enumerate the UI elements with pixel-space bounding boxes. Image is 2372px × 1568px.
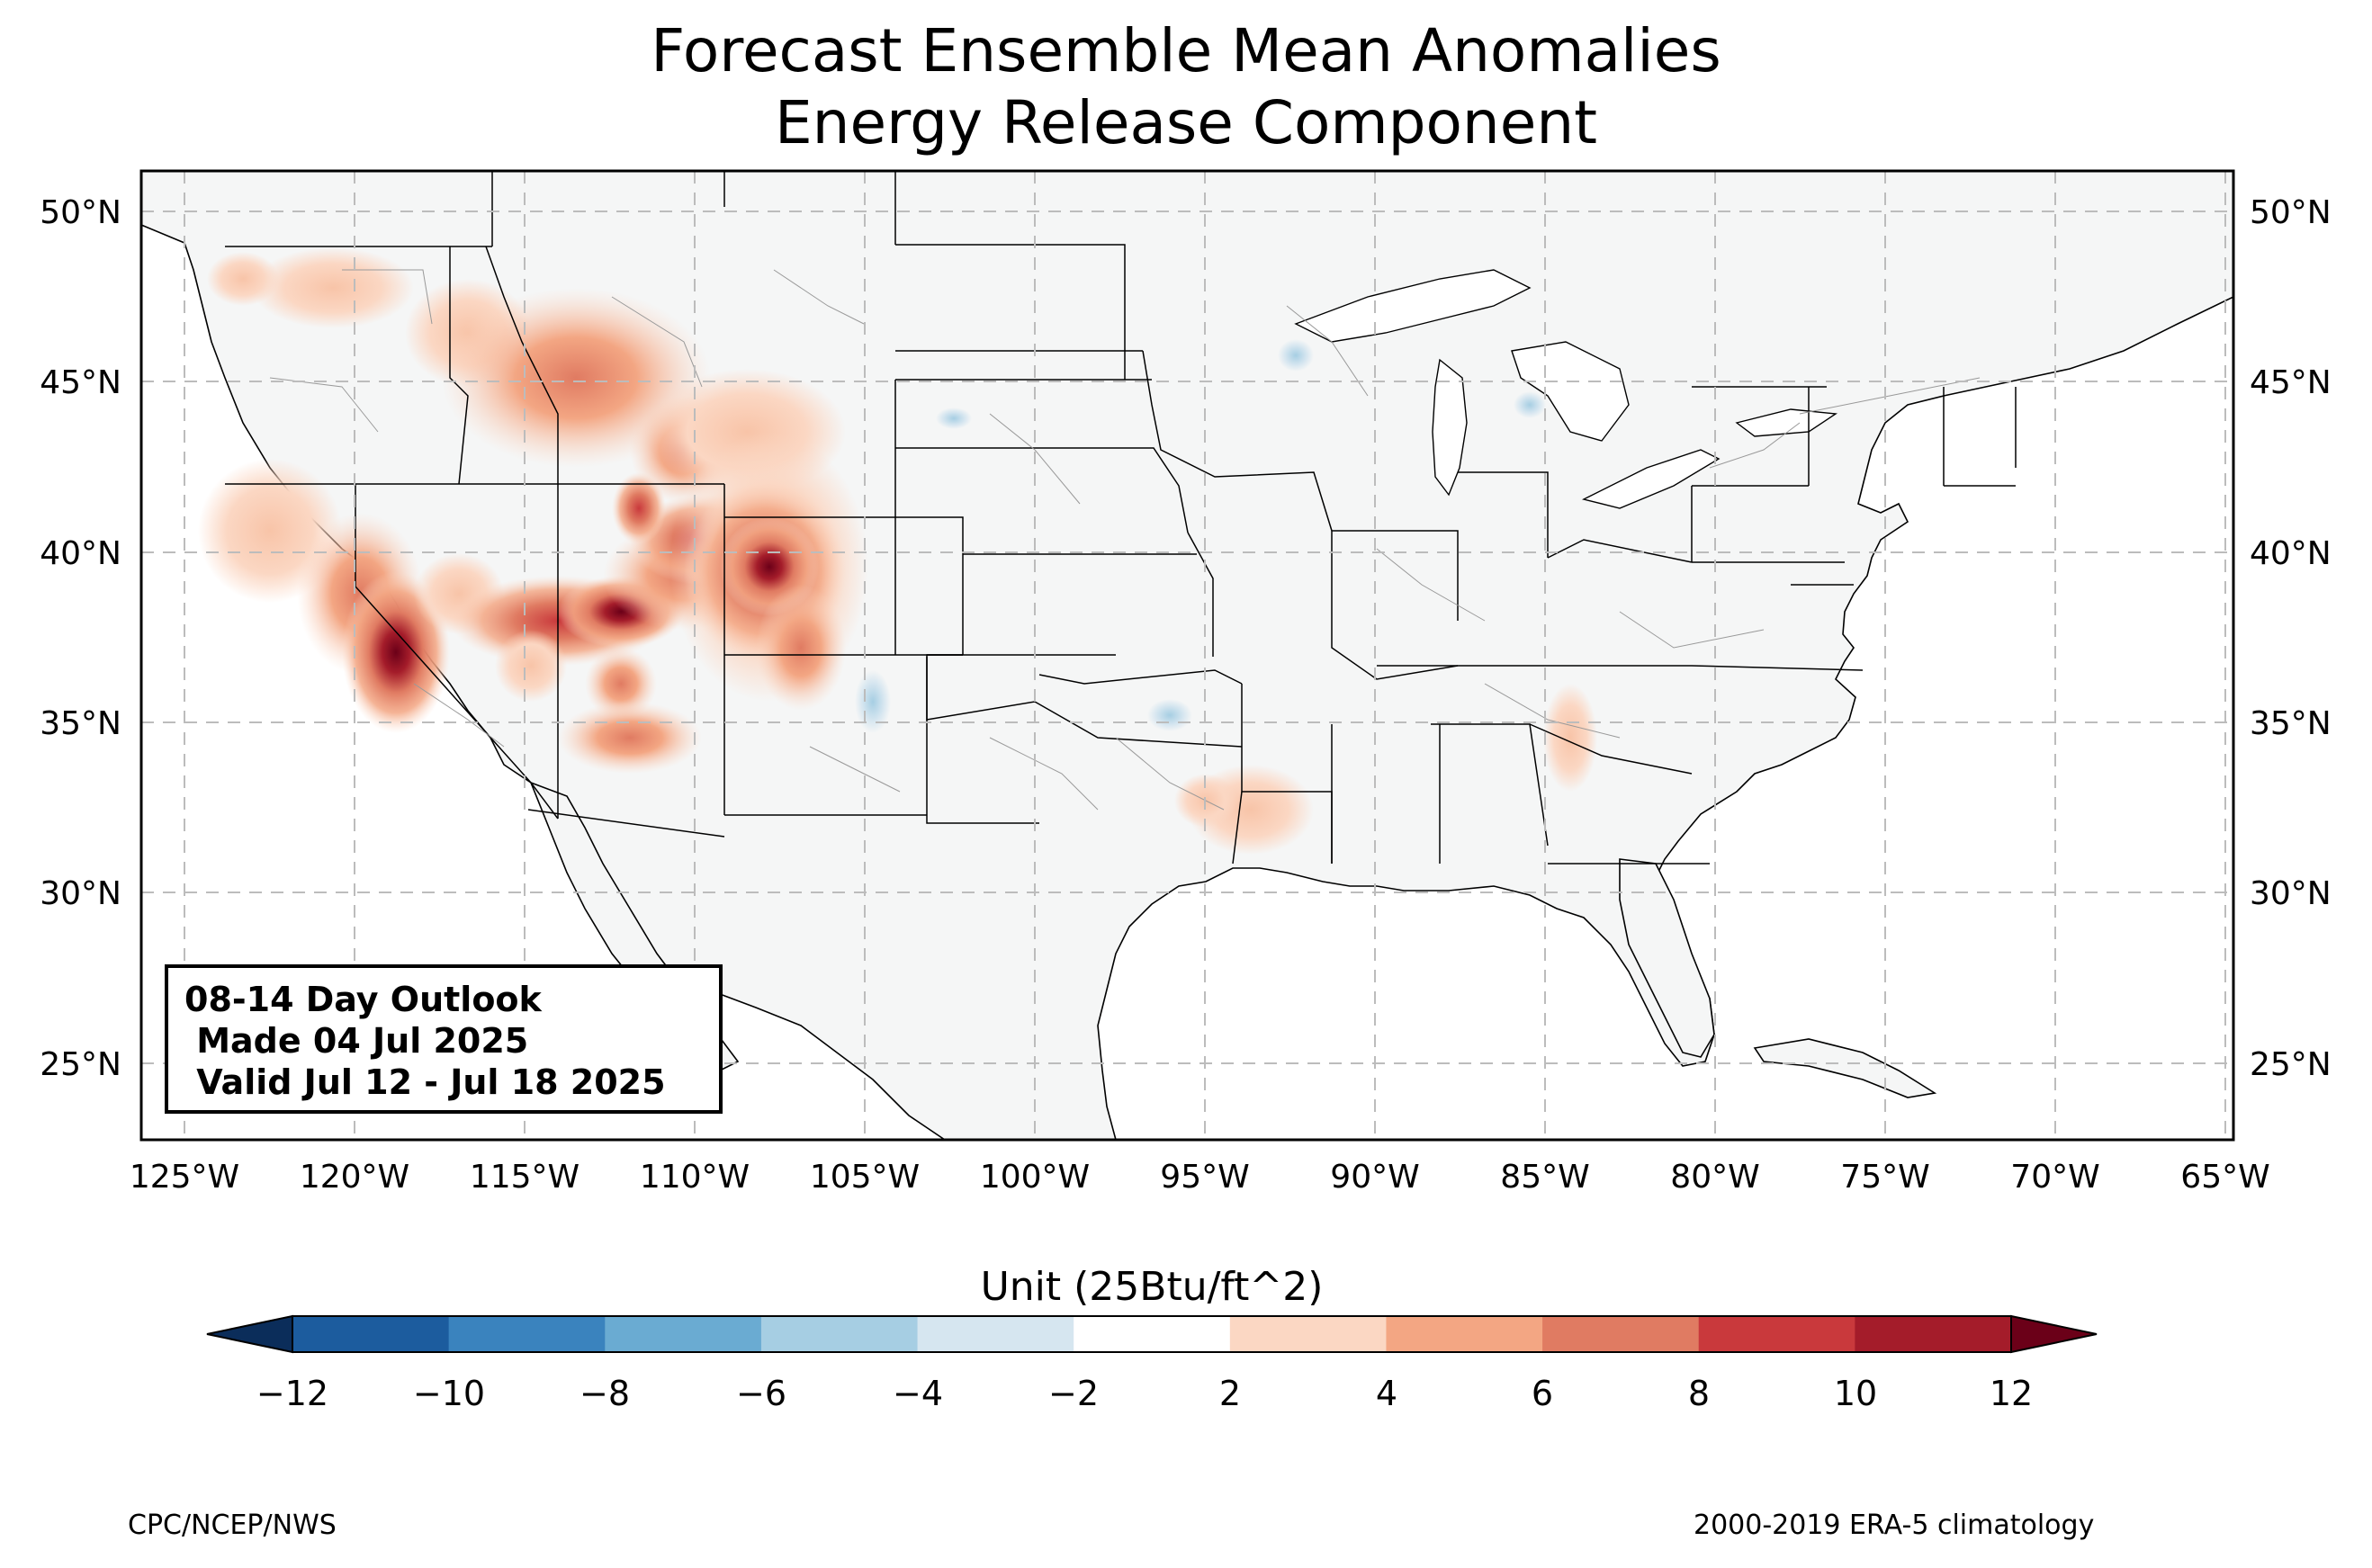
colorbar-segment [1229,1316,1387,1352]
map-title-line1: Forecast Ensemble Mean Anomalies [651,16,1721,85]
lon-tick: 100°W [980,1159,1090,1196]
colorbar-label: Unit (25Btu/ft^2) [980,1264,1324,1310]
lon-tick: 85°W [1500,1159,1589,1196]
lat-tick-right: 25°N [2250,1046,2332,1083]
colorbar-segment [1698,1316,1855,1352]
colorbar-segment [917,1316,1074,1352]
lon-tick: 70°W [2010,1159,2099,1196]
colorbar-tick: 4 [1376,1374,1397,1413]
credit-climatology: 2000-2019 ERA-5 climatology [1694,1510,2095,1541]
lon-tick: 125°W [130,1159,239,1196]
outlook-period: 08-14 Day Outlook [184,980,542,1019]
colorbar-tick: 6 [1532,1374,1553,1413]
lat-tick-left: 25°N [40,1046,121,1083]
colorbar-tick: 10 [1834,1374,1877,1413]
outlook-valid-range: Valid Jul 12 - Jul 18 2025 [184,1062,666,1102]
colorbar-under-triangle [206,1314,293,1354]
colorbar-segment [605,1316,762,1352]
colorbar-tick: 8 [1688,1374,1710,1413]
colorbar-over-triangle [2010,1314,2098,1354]
colorbar-segment [760,1316,919,1352]
colorbar: −12 −10 −8 −6 −4 −2 2 4 6 8 10 12 [206,1314,2098,1413]
lon-tick: 120°W [300,1159,409,1196]
lat-tick-left: 30°N [40,875,121,912]
lat-tick-right: 40°N [2250,535,2332,572]
credit-source: CPC/NCEP/NWS [128,1510,337,1541]
lake-superior [1294,269,1532,343]
colorbar-segment [1074,1316,1231,1352]
lat-tick-left: 40°N [40,535,121,572]
lake-huron [1511,341,1630,442]
colorbar-tick: −12 [256,1374,328,1413]
lat-tick-left: 35°N [40,705,121,742]
gridlines [141,171,2233,1140]
lat-tick-left: 50°N [40,194,121,231]
lat-tick-right: 30°N [2250,875,2332,912]
lat-tick-left: 45°N [40,364,121,401]
colorbar-segment [1386,1316,1543,1352]
outlook-info-box: 08-14 Day Outlook Made 04 Jul 2025 Valid… [165,964,723,1114]
lat-tick-right: 35°N [2250,705,2332,742]
land-florida [1619,858,1715,1058]
lon-tick: 95°W [1160,1159,1249,1196]
lake-erie [1581,449,1721,509]
county-lines [269,269,1981,811]
colorbar-frame [292,1315,2012,1353]
lon-tick: 65°W [2180,1159,2269,1196]
lon-tick: 110°W [640,1159,750,1196]
map-title-line2: Energy Release Component [774,88,1598,157]
lon-tick: 75°W [1840,1159,1929,1196]
colorbar-tick: −10 [413,1374,485,1413]
colorbar-tick: −2 [1048,1374,1099,1413]
lake-ontario [1735,408,1838,437]
colorbar-tick: 2 [1219,1374,1241,1413]
lat-tick-right: 50°N [2250,194,2332,231]
colorbar-tick: −4 [893,1374,943,1413]
colorbar-segment [1542,1316,1700,1352]
lake-michigan [1432,358,1468,497]
colorbar-tick: −8 [580,1374,630,1413]
colorbar-tick: 12 [1990,1374,2033,1413]
lon-tick: 80°W [1670,1159,1759,1196]
lon-tick: 115°W [470,1159,580,1196]
lat-tick-right: 45°N [2250,364,2332,401]
colorbar-segment [292,1316,450,1352]
colorbar-segment [1855,1316,2012,1352]
lon-tick: 90°W [1330,1159,1419,1196]
outlook-made-date: Made 04 Jul 2025 [184,1021,529,1061]
map-frame [139,169,2235,1142]
colorbar-tick: −6 [736,1374,786,1413]
lon-tick: 105°W [810,1159,920,1196]
anomaly-shading [198,247,1597,855]
colorbar-segment [448,1316,606,1352]
